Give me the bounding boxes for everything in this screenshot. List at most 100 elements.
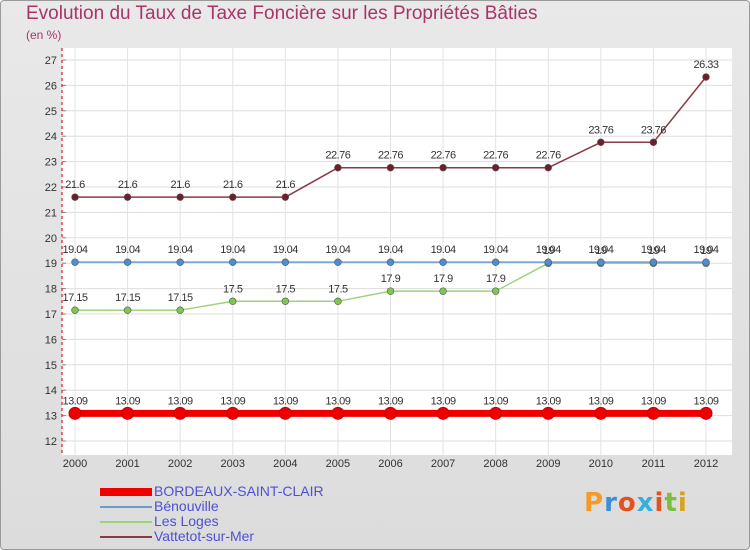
data-label: 13.09: [693, 395, 718, 407]
y-tick-label: 21: [45, 207, 57, 219]
data-point: [439, 163, 447, 172]
legend-swatch: [100, 521, 152, 523]
data-point: [121, 406, 135, 420]
data-point: [386, 258, 395, 266]
data-point: [649, 258, 658, 266]
data-label: 19: [543, 245, 555, 257]
legend-item: Vattetot-sur-Mer: [100, 528, 340, 545]
legend-item: Bénouville: [100, 498, 340, 515]
data-point: [649, 138, 658, 146]
data-label: 21.6: [65, 179, 85, 191]
data-label: 19.04: [693, 244, 718, 256]
y-tick-label: 19: [45, 258, 57, 270]
data-point: [71, 306, 79, 314]
data-point: [384, 406, 397, 420]
data-point: [439, 287, 447, 295]
data-point: [491, 287, 500, 295]
x-tick-label: 2007: [431, 458, 455, 470]
legend-item: Les Loges: [100, 513, 340, 530]
data-label: 13.09: [483, 395, 508, 407]
y-tick-label: 12: [45, 436, 57, 448]
x-tick-label: 2002: [168, 458, 192, 470]
data-label: 21.6: [170, 179, 190, 191]
data-point: [229, 193, 237, 201]
data-point: [594, 406, 608, 420]
data-labels: 21.6 21.6 21.6 21.6 21.6 22.76 22.76 22.76 22.76…: [62, 59, 719, 407]
data-label: 17.15: [62, 292, 87, 304]
data-point: [229, 258, 237, 266]
y-tick-label: 26: [45, 80, 57, 92]
y-tick-label: 20: [45, 233, 57, 245]
data-label: 19.04: [483, 244, 508, 256]
data-label: 23.76: [588, 124, 613, 136]
logo-letter: o: [617, 488, 637, 518]
y-tick-label: 27: [45, 55, 57, 67]
data-point: [597, 138, 605, 146]
data-label: 22.76: [431, 150, 456, 162]
data-label: 19: [595, 245, 607, 257]
x-tick-label: 2008: [483, 458, 507, 470]
data-point: [331, 406, 345, 420]
data-point: [123, 258, 132, 266]
data-point: [541, 406, 555, 420]
y-tick-label: 15: [45, 360, 57, 372]
axes: 12 13 14 15 16 17 18 19 20 21 22 23 24 25 26 27 2000 2001…: [45, 48, 718, 470]
plot-area: [62, 48, 732, 455]
data-label: 17.5: [328, 283, 348, 295]
x-tick-label: 2011: [642, 458, 666, 470]
data-point: [334, 297, 342, 305]
x-tick-label: 2009: [536, 458, 560, 470]
logo-letter: x: [636, 488, 655, 518]
data-label: 13.09: [536, 395, 561, 407]
data-point: [281, 193, 290, 201]
data-label: 13.09: [641, 395, 666, 407]
logo-letter: P: [584, 488, 605, 518]
data-point: [68, 406, 82, 420]
legend-label: Vattetot-sur-Mer: [154, 528, 255, 544]
data-label: 13.09: [588, 395, 613, 407]
data-point: [334, 258, 342, 266]
data-point: [386, 163, 395, 172]
y-tick-label: 13: [45, 411, 57, 423]
data-label: 21.6: [276, 179, 296, 191]
data-point: [436, 406, 450, 420]
legend-label: Bénouville: [154, 498, 219, 514]
y-tick-label: 18: [45, 284, 57, 296]
data-label: 17.15: [168, 292, 193, 304]
data-point: [386, 287, 395, 295]
logo-letter: i: [654, 488, 665, 518]
data-label: 19.04: [115, 244, 140, 256]
data-label: 22.76: [378, 150, 403, 162]
data-point: [597, 258, 605, 266]
y-tick-label: 23: [45, 157, 57, 169]
data-label: 19.04: [220, 244, 245, 256]
data-label: 21.6: [223, 179, 243, 191]
logo-letter: i: [677, 488, 688, 518]
data-label: 19.04: [431, 244, 456, 256]
logo-letter: r: [604, 488, 618, 518]
data-point: [334, 163, 342, 172]
data-point: [702, 73, 710, 81]
data-label: 19.04: [62, 244, 87, 256]
data-label: 22.76: [325, 150, 350, 162]
data-label: 23.76: [641, 124, 666, 136]
data-label: 17.5: [276, 283, 296, 295]
data-label: 19.04: [168, 244, 193, 256]
data-label: 26.33: [693, 59, 718, 71]
x-tick-label: 2012: [694, 458, 718, 470]
y-tick-label: 14: [45, 385, 57, 397]
data-label: 17.15: [115, 292, 140, 304]
data-label: 13.09: [62, 395, 87, 407]
data-label: 19.04: [273, 244, 298, 256]
x-tick-label: 2006: [378, 458, 402, 470]
data-label: 19: [700, 245, 712, 257]
x-tick-label: 2010: [589, 458, 613, 470]
legend-label: Les Loges: [154, 513, 219, 529]
data-label: 22.76: [483, 150, 508, 162]
data-label: 17.5: [223, 283, 243, 295]
y-tick-label: 22: [45, 182, 57, 194]
series-layer: [68, 73, 713, 420]
data-point: [439, 258, 447, 266]
data-point: [489, 406, 503, 420]
data-label: 19.04: [325, 244, 350, 256]
